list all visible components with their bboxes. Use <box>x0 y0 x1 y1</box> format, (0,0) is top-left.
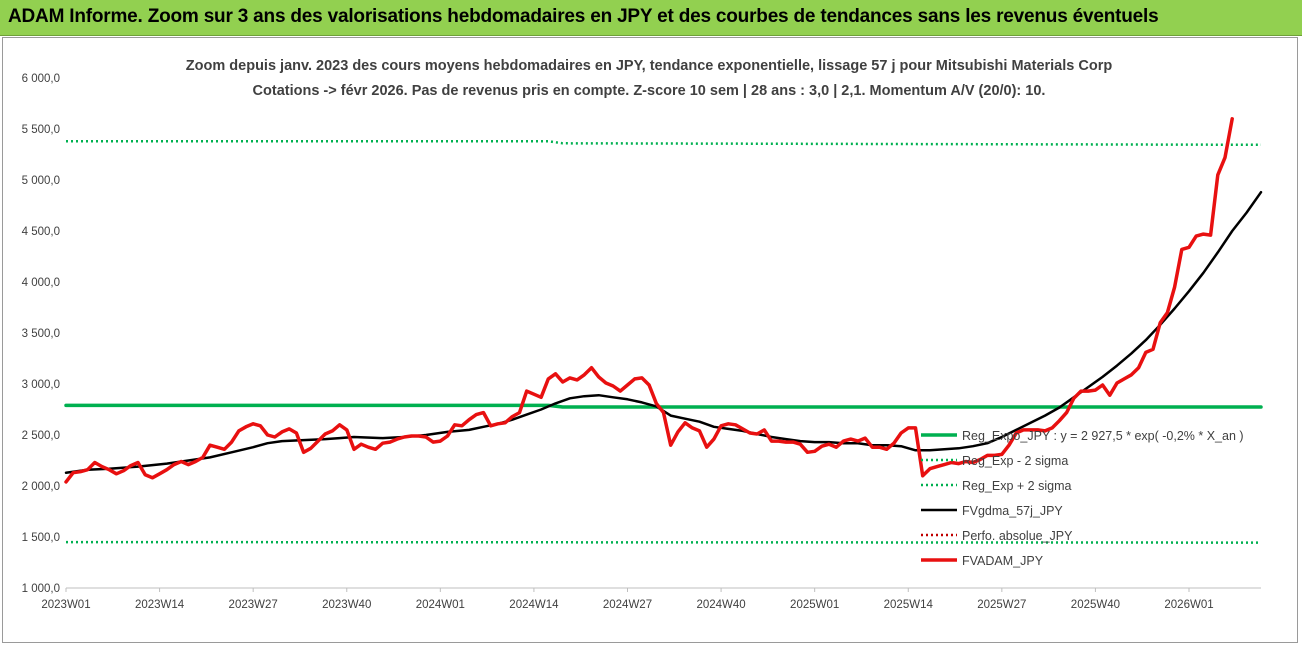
x-tick-label: 2025W14 <box>884 599 934 611</box>
y-tick-label: 6 000,0 <box>22 73 60 85</box>
legend-label: Reg_Exp - 2 sigma <box>962 454 1068 468</box>
legend-label: Perfo. absolue_JPY <box>962 529 1073 543</box>
y-tick-label: 3 000,0 <box>22 379 60 391</box>
x-tick-label: 2024W14 <box>509 599 559 611</box>
legend-label: FVADAM_JPY <box>962 554 1044 568</box>
series-line-2 <box>66 139 1262 147</box>
series-line-1 <box>65 540 1262 544</box>
x-tick-label: 2026W01 <box>1164 599 1213 611</box>
y-tick-label: 4 000,0 <box>22 277 60 289</box>
chart-axes: 1 000,0 1 500,0 2 000,0 2 500,0 3 000,0 3 500… <box>22 73 1261 611</box>
legend-label: Reg_Expo_JPY : y = 2 927,5 * exp( -0,2% … <box>962 429 1244 443</box>
page-title: ADAM Informe. Zoom sur 3 ans des valoris… <box>8 6 1159 27</box>
chart-subtitle: Cotations -> févr 2026. Pas de revenus p… <box>253 83 1046 99</box>
legend-label: Reg_Exp + 2 sigma <box>962 479 1071 493</box>
x-tick-label: 2024W40 <box>696 599 745 611</box>
x-tick-label: 2025W40 <box>1071 599 1120 611</box>
header-bar: ADAM Informe. Zoom sur 3 ans des valoris… <box>0 0 1302 36</box>
y-tick-label: 3 500,0 <box>22 328 60 340</box>
y-tick-label: 1 500,0 <box>22 532 60 544</box>
y-tick-label: 2 500,0 <box>22 430 60 442</box>
y-tick-label: 1 000,0 <box>22 583 60 595</box>
y-tick-label: 2 000,0 <box>22 481 60 493</box>
x-tick-label: 2025W27 <box>977 599 1026 611</box>
chart-legend: Reg_Expo_JPY : y = 2 927,5 * exp( -0,2% … <box>921 429 1244 568</box>
x-tick-label: 2025W01 <box>790 599 839 611</box>
chart-title: Zoom depuis janv. 2023 des cours moyens … <box>186 58 1113 74</box>
x-tick-label: 2024W01 <box>416 599 465 611</box>
y-tick-label: 4 500,0 <box>22 226 60 238</box>
series-line-5 <box>64 117 1234 484</box>
chart: Zoom depuis janv. 2023 des cours moyens … <box>22 58 1263 611</box>
x-tick-label: 2023W01 <box>41 599 90 611</box>
y-tick-label: 5 500,0 <box>22 124 60 136</box>
chart-series-layer <box>64 117 1263 544</box>
chart-frame: Zoom depuis janv. 2023 des cours moyens … <box>2 37 1298 643</box>
x-tick-label: 2023W40 <box>322 599 371 611</box>
x-tick-label: 2023W14 <box>135 599 185 611</box>
y-tick-label: 5 000,0 <box>22 175 60 187</box>
legend-label: FVgdma_57j_JPY <box>962 504 1063 518</box>
x-tick-label: 2023W27 <box>229 599 278 611</box>
x-tick-label: 2024W27 <box>603 599 652 611</box>
series-line-0 <box>64 403 1263 409</box>
